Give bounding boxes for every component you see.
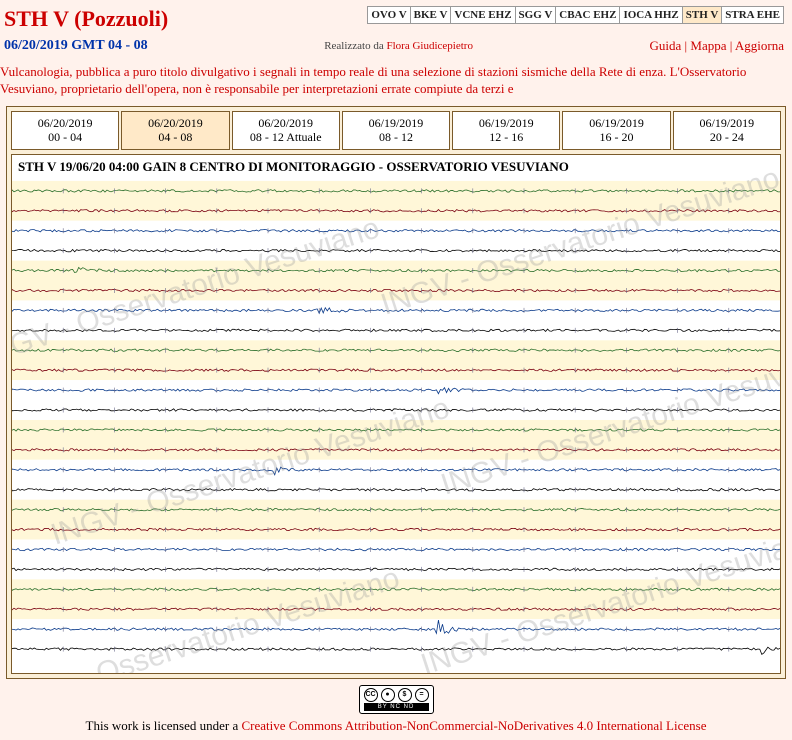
license-prefix: This work is licensed under a [86, 718, 242, 733]
station-tab[interactable]: STRA EHE [722, 7, 783, 23]
station-title: STH V (Pozzuoli) [4, 6, 168, 32]
license-badge-row: CC ● $ = BY NC ND [0, 679, 792, 716]
station-tab[interactable]: CBAC EHZ [556, 7, 620, 23]
nav-links: Guida | Mappa | Aggiorna [650, 38, 785, 54]
time-tab[interactable]: 06/20/201904 - 08 [121, 111, 229, 150]
seismogram-frame: 06/20/201900 - 0406/20/201904 - 0806/20/… [6, 106, 786, 679]
station-tabs: OVO VBKE VVCNE EHZSGG VCBAC EHZIOCA HHZS… [367, 6, 784, 24]
nav-link[interactable]: Mappa [690, 38, 726, 53]
station-tab[interactable]: OVO V [368, 7, 410, 23]
cc-badge-text: BY NC ND [364, 703, 429, 711]
credit-prefix: Realizzato da [324, 40, 386, 52]
station-tab[interactable]: STH V [683, 7, 723, 23]
station-tab[interactable]: BKE V [411, 7, 452, 23]
seismogram-title: STH V 19/06/20 04:00 GAIN 8 CENTRO DI MO… [18, 159, 569, 175]
seismogram-svg [12, 155, 780, 673]
time-tab[interactable]: 06/20/201900 - 04 [11, 111, 119, 150]
credit-author-link[interactable]: Flora Giudicepietro [387, 40, 473, 52]
license-text: This work is licensed under a Creative C… [0, 716, 792, 740]
time-tabs: 06/20/201900 - 0406/20/201904 - 0806/20/… [10, 110, 782, 151]
by-icon: ● [381, 688, 395, 702]
nav-link[interactable]: Guida [650, 38, 682, 53]
cc-badge[interactable]: CC ● $ = BY NC ND [359, 685, 434, 714]
seismogram-panel: STH V 19/06/20 04:00 GAIN 8 CENTRO DI MO… [11, 154, 781, 674]
station-tab[interactable]: SGG V [516, 7, 557, 23]
nd-icon: = [415, 688, 429, 702]
station-tab[interactable]: IOCA HHZ [620, 7, 682, 23]
time-tab[interactable]: 06/19/201908 - 12 [342, 111, 450, 150]
time-tab[interactable]: 06/20/201908 - 12 Attuale [232, 111, 340, 150]
license-link[interactable]: Creative Commons Attribution-NonCommerci… [241, 718, 706, 733]
nav-link[interactable]: Aggiorna [735, 38, 784, 53]
station-tab[interactable]: VCNE EHZ [451, 7, 515, 23]
date-line: 06/20/2019 GMT 04 - 08 [4, 38, 148, 54]
description-text: Vulcanologia, pubblica a puro titolo div… [0, 60, 792, 106]
nc-icon: $ [398, 688, 412, 702]
credit: Realizzato da Flora Giudicepietro [324, 40, 473, 52]
time-tab[interactable]: 06/19/201916 - 20 [562, 111, 670, 150]
time-tab[interactable]: 06/19/201920 - 24 [673, 111, 781, 150]
cc-icon: CC [364, 688, 378, 702]
time-tab[interactable]: 06/19/201912 - 16 [452, 111, 560, 150]
